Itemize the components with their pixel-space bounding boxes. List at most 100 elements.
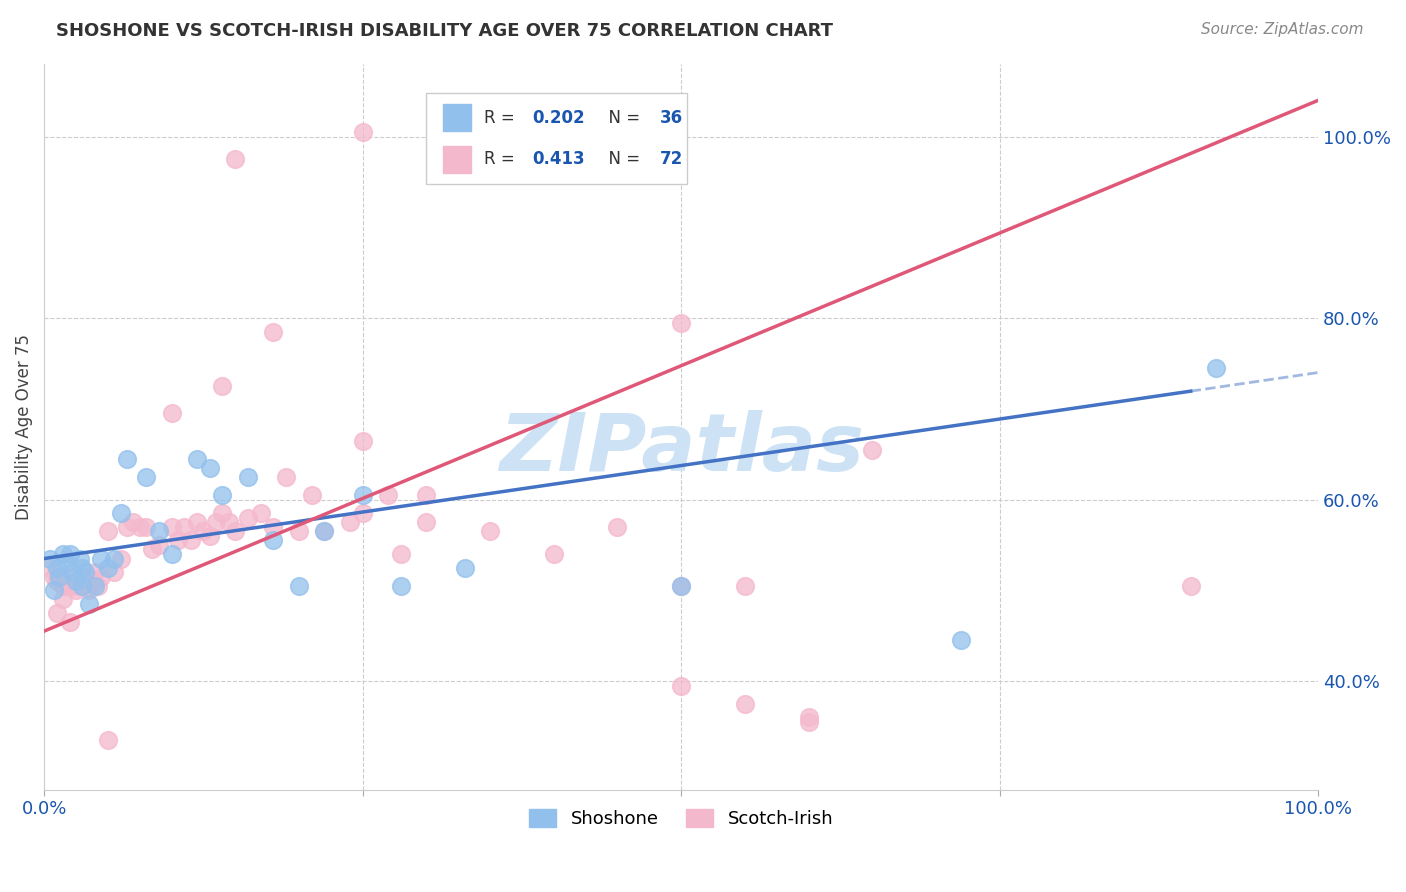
Point xyxy=(415,488,437,502)
Point xyxy=(669,579,692,593)
Point xyxy=(115,451,138,466)
Point xyxy=(60,565,83,579)
Point xyxy=(262,533,284,548)
Point xyxy=(110,506,132,520)
Point xyxy=(84,579,107,593)
Point xyxy=(128,520,150,534)
FancyBboxPatch shape xyxy=(426,93,688,184)
Point xyxy=(606,520,628,534)
Text: ZIPatlas: ZIPatlas xyxy=(499,409,863,488)
Point xyxy=(224,524,246,539)
Point xyxy=(262,520,284,534)
Point xyxy=(352,506,374,520)
Point xyxy=(352,434,374,448)
Point xyxy=(52,547,75,561)
Point xyxy=(860,442,883,457)
Text: 0.202: 0.202 xyxy=(531,109,585,127)
Text: R =: R = xyxy=(484,109,520,127)
Point xyxy=(97,733,120,747)
Point xyxy=(276,470,298,484)
Point xyxy=(314,524,336,539)
Point xyxy=(58,570,80,584)
Point xyxy=(86,579,108,593)
Point xyxy=(288,579,311,593)
Point xyxy=(48,570,70,584)
Point xyxy=(160,520,183,534)
Point xyxy=(198,460,221,475)
Point xyxy=(314,524,336,539)
Point xyxy=(301,488,323,502)
Point xyxy=(148,524,170,539)
Point xyxy=(141,542,163,557)
Point xyxy=(339,515,361,529)
Point xyxy=(90,551,112,566)
Legend: Shoshone, Scotch-Irish: Shoshone, Scotch-Irish xyxy=(522,802,841,835)
Text: SHOSHONE VS SCOTCH-IRISH DISABILITY AGE OVER 75 CORRELATION CHART: SHOSHONE VS SCOTCH-IRISH DISABILITY AGE … xyxy=(56,22,834,40)
Point xyxy=(389,547,412,561)
Point xyxy=(211,506,233,520)
Point xyxy=(103,551,125,566)
Point xyxy=(167,533,190,548)
Point xyxy=(797,710,820,724)
Point xyxy=(1180,579,1202,593)
Point xyxy=(186,515,208,529)
Point xyxy=(44,583,66,598)
Point xyxy=(453,560,475,574)
Point xyxy=(72,560,94,574)
Point xyxy=(543,547,565,561)
Point xyxy=(377,488,399,502)
Point xyxy=(97,524,120,539)
Point xyxy=(198,529,221,543)
Text: 0.413: 0.413 xyxy=(531,151,585,169)
Point xyxy=(72,570,94,584)
Point xyxy=(82,574,104,589)
Point xyxy=(39,560,62,574)
Text: Source: ZipAtlas.com: Source: ZipAtlas.com xyxy=(1201,22,1364,37)
Bar xyxy=(443,145,471,173)
Point xyxy=(56,579,79,593)
Point xyxy=(352,488,374,502)
Point xyxy=(58,615,80,629)
Point xyxy=(65,583,87,598)
Point xyxy=(52,579,75,593)
Point xyxy=(186,451,208,466)
Point xyxy=(415,515,437,529)
Point xyxy=(236,470,259,484)
Point xyxy=(56,556,79,570)
Point xyxy=(135,520,157,534)
Point xyxy=(262,325,284,339)
Point xyxy=(288,524,311,539)
Point xyxy=(60,579,83,593)
Point xyxy=(950,633,973,648)
Point xyxy=(173,520,195,534)
Point xyxy=(90,570,112,584)
Point xyxy=(389,579,412,593)
Point xyxy=(669,316,692,330)
Point xyxy=(72,579,94,593)
Point xyxy=(160,406,183,420)
Point xyxy=(669,579,692,593)
Point xyxy=(205,515,228,529)
Point xyxy=(135,470,157,484)
Point xyxy=(148,538,170,552)
Y-axis label: Disability Age Over 75: Disability Age Over 75 xyxy=(15,334,32,520)
Point xyxy=(218,515,240,529)
Point xyxy=(122,515,145,529)
Text: N =: N = xyxy=(599,109,645,127)
Point xyxy=(58,547,80,561)
Point xyxy=(797,714,820,729)
Text: 36: 36 xyxy=(659,109,682,127)
Point xyxy=(249,506,271,520)
Point xyxy=(211,379,233,393)
Point xyxy=(69,551,91,566)
Point xyxy=(669,679,692,693)
Point xyxy=(193,524,215,539)
Point xyxy=(45,560,67,574)
Point xyxy=(211,488,233,502)
Point xyxy=(73,579,96,593)
Point xyxy=(103,565,125,579)
Point xyxy=(52,592,75,607)
Text: N =: N = xyxy=(599,151,645,169)
Point xyxy=(180,533,202,548)
Point xyxy=(236,510,259,524)
